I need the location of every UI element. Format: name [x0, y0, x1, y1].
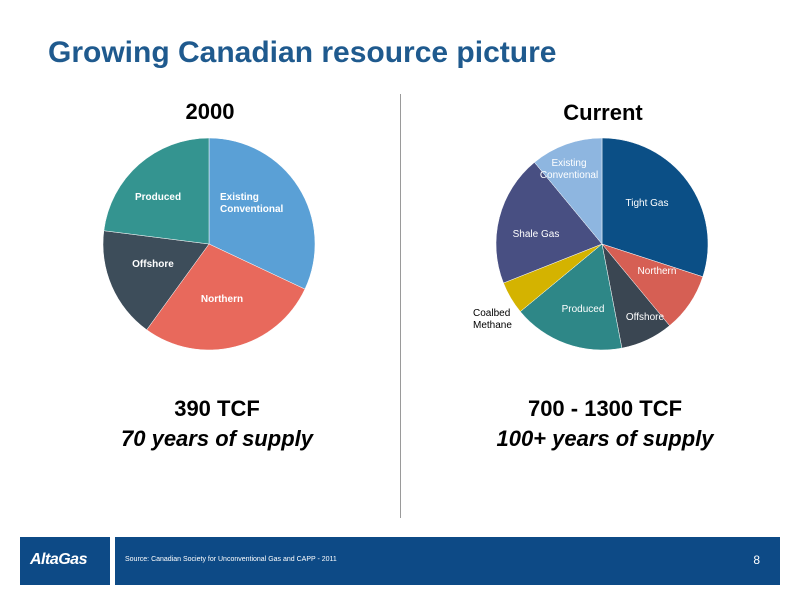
column-divider	[400, 94, 401, 518]
slice-label-offshore: Offshore	[626, 312, 665, 323]
pie-slice-existing-conventional	[534, 137, 603, 245]
summary-2000: 390 TCF 70 years of supply	[67, 394, 367, 454]
footer: AltaGas Source: Canadian Society for Unc…	[20, 537, 780, 585]
altagas-logo: AltaGas	[30, 551, 87, 568]
slice-label-produced: Produced	[135, 192, 181, 203]
pie-slice-produced	[519, 243, 623, 351]
pie-chart-2000: Existing Conventional Northern Offshore Prod…	[102, 137, 316, 351]
volume-current: 700 - 1300 TCF	[527, 396, 683, 421]
volume-2000: 390 TCF	[174, 396, 260, 421]
pie-slice-northern	[146, 243, 306, 351]
slice-label-existing-conventional: Existing Conventional	[220, 192, 284, 215]
slice-label-northern: Northern	[201, 294, 243, 305]
pie-slice-shale-gas	[495, 161, 603, 284]
summary-current: 700 - 1300 TCF 100+ years of supply	[455, 394, 755, 454]
slice-label-coalbed-methane: Coalbed Methane	[473, 308, 512, 331]
slice-label-tight-gas: Tight Gas	[626, 198, 669, 209]
chart-title-2000: 2000	[185, 99, 235, 124]
slice-label-produced: Produced	[562, 304, 605, 315]
slice-label-northern: Northern	[638, 266, 677, 277]
slide-title: Growing Canadian resource picture	[48, 36, 557, 69]
supply-current: 100+ years of supply	[496, 426, 714, 451]
pie-slice-tight-gas	[601, 137, 709, 278]
slice-label-existing-conventional: Existing Conventional	[540, 158, 598, 181]
logo-box: AltaGas	[20, 537, 110, 585]
pie-slice-existing-conventional	[208, 137, 316, 290]
slice-label-offshore: Offshore	[132, 259, 174, 270]
footer-band: Source: Canadian Society for Unconventio…	[115, 537, 780, 585]
pie-slice-produced	[103, 137, 210, 245]
chart-title-current: Current	[563, 100, 643, 125]
slice-label-shale-gas: Shale Gas	[513, 229, 560, 240]
supply-2000: 70 years of supply	[121, 426, 313, 451]
pie-chart-current: Tight Gas Northern Offshore Produced Coalbed…	[473, 137, 709, 351]
page-number: 8	[753, 553, 760, 567]
pie-slice-offshore	[102, 230, 210, 331]
source-note: Source: Canadian Society for Unconventio…	[125, 556, 337, 563]
